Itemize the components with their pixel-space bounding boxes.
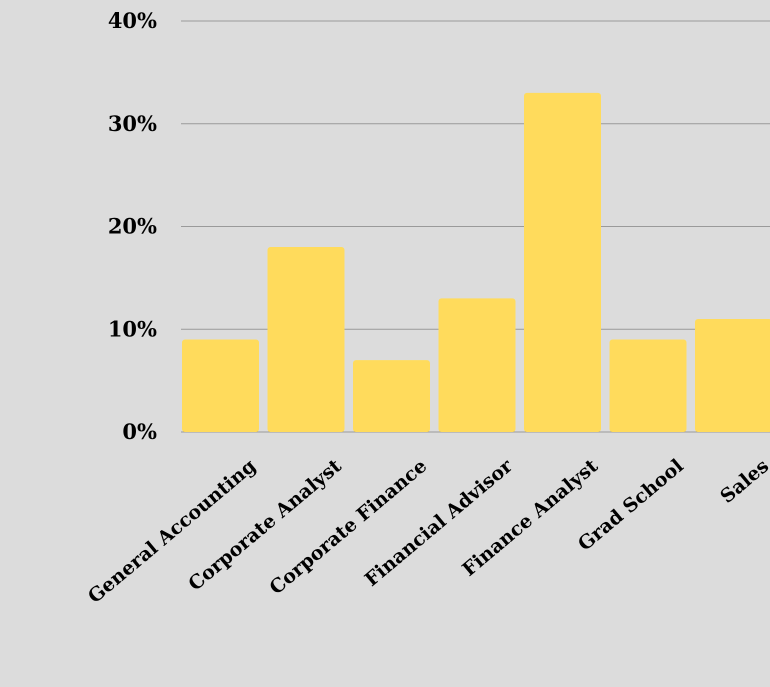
x-category-label: Corporate Finance bbox=[265, 455, 431, 599]
bar bbox=[353, 360, 430, 432]
bar bbox=[609, 339, 687, 432]
bars bbox=[182, 92, 770, 433]
bar bbox=[267, 247, 345, 432]
x-category-label: Corporate Analyst bbox=[184, 455, 346, 596]
x-category-label: Sales bbox=[716, 455, 770, 508]
y-axis-ticks: 0% 10% 20% 30% 40% bbox=[108, 8, 157, 444]
bar bbox=[182, 339, 259, 432]
y-tick-label: 20% bbox=[108, 214, 157, 239]
bar bbox=[524, 92, 601, 433]
x-category-label: Financial Advisor bbox=[361, 454, 518, 591]
x-category-label: General Accounting bbox=[84, 455, 260, 608]
y-tick-label: 30% bbox=[108, 111, 157, 136]
bar bbox=[695, 318, 770, 432]
y-tick-label: 10% bbox=[108, 316, 157, 341]
bar bbox=[438, 298, 516, 432]
y-tick-label: 40% bbox=[108, 8, 157, 33]
y-tick-label: 0% bbox=[122, 419, 157, 444]
